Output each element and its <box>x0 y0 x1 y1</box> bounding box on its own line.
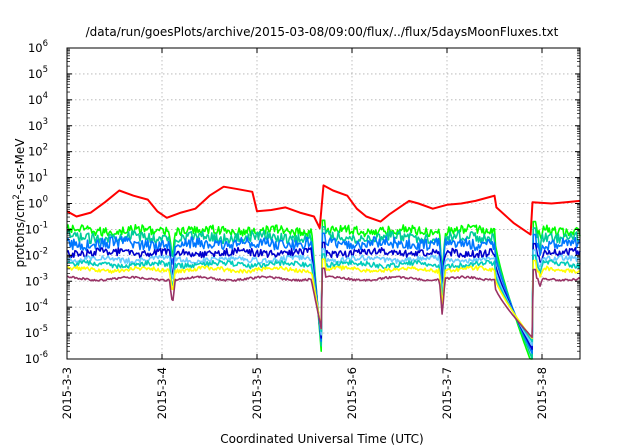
y-tick-label: 101 <box>28 169 48 185</box>
x-tick-label: 2015-3-6 <box>345 367 359 419</box>
y-tick-label: 100 <box>28 195 48 211</box>
series-line <box>66 248 581 347</box>
grid-lines <box>67 48 580 359</box>
series-line <box>66 241 581 350</box>
y-axis-label: protons/cm2-s-sr-MeV <box>12 138 27 268</box>
x-axis-label: Coordinated Universal Time (UTC) <box>220 432 423 446</box>
series-line <box>66 184 581 236</box>
x-tick-label: 2015-3-7 <box>440 367 454 419</box>
y-tick-label: 10-3 <box>25 272 48 288</box>
y-tick-label: 10-5 <box>25 324 48 340</box>
y-tick-label: 105 <box>28 65 48 81</box>
y-tick-label: 102 <box>28 143 48 159</box>
x-tick-label: 2015-3-4 <box>155 367 169 419</box>
y-tick-label: 10-1 <box>25 220 48 236</box>
y-tick-label: 103 <box>28 117 48 133</box>
x-tick-label: 2015-3-3 <box>60 367 74 419</box>
chart-title: /data/run/goesPlots/archive/2015-03-08/0… <box>86 25 559 39</box>
series-line <box>66 232 581 355</box>
series-line <box>66 219 581 360</box>
y-tick-label: 106 <box>28 39 48 55</box>
data-series <box>66 184 581 360</box>
x-tick-label: 2015-3-8 <box>535 367 549 419</box>
x-axis-ticks: 2015-3-3 2015-3-4 2015-3-5 2015-3-6 2015-3-7… <box>60 48 549 419</box>
y-tick-label: 10-2 <box>25 246 48 262</box>
y-tick-label: 104 <box>28 91 48 107</box>
y-tick-label: 10-6 <box>25 350 48 366</box>
series-line <box>66 253 581 343</box>
y-tick-label: 10-4 <box>25 298 48 314</box>
series-line <box>66 258 581 340</box>
y-axis-ticks: 106 105 104 103 102 101 100 10-1 10-2 10-3 10-4 10-… <box>25 39 580 366</box>
x-tick-label: 2015-3-5 <box>250 367 264 419</box>
series-line <box>67 267 581 339</box>
